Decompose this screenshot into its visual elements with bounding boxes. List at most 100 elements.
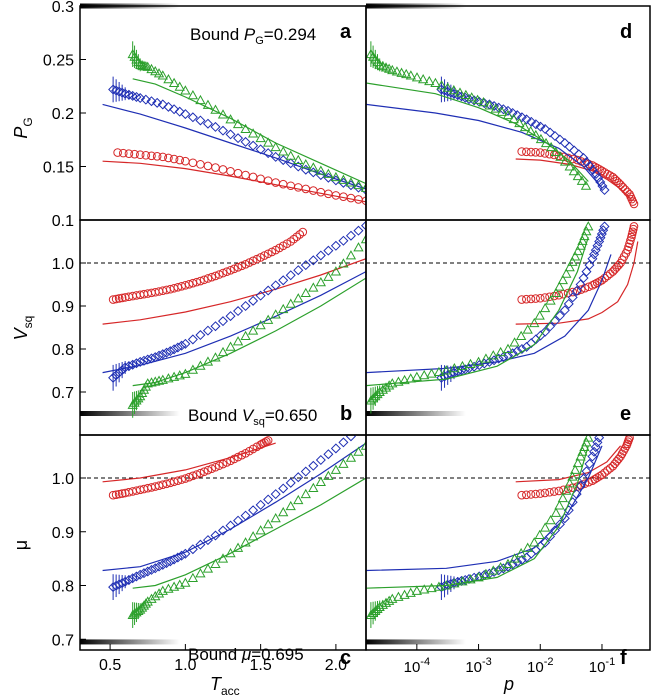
- data-point-diamond-blue: [161, 558, 172, 569]
- data-point-circle-red: [301, 184, 311, 194]
- data-point-triangle-green: [545, 141, 557, 152]
- data-point-circle-red: [580, 479, 590, 488]
- data-point-circle-red: [169, 477, 179, 487]
- data-point-circle-red: [196, 276, 205, 286]
- data-point-diamond-blue: [169, 104, 180, 115]
- data-point-circle-red: [535, 489, 545, 498]
- data-point-triangle-green: [405, 587, 416, 597]
- data-point-diamond-blue: [573, 149, 584, 160]
- data-point-triangle-green: [360, 182, 366, 192]
- data-point-diamond-blue: [564, 141, 575, 152]
- data-point-diamond-blue: [202, 325, 213, 336]
- data-point-diamond-blue: [554, 134, 565, 145]
- data-point-circle-red: [214, 461, 224, 470]
- data-point-circle-red: [218, 268, 228, 278]
- data-point-triangle-green: [142, 61, 153, 71]
- model-line-blue: [102, 271, 366, 374]
- data-point-triangle-green: [540, 137, 552, 148]
- data-point-triangle-green: [210, 558, 221, 568]
- data-point-diamond-blue: [210, 121, 221, 132]
- data-point-diamond-blue: [526, 116, 537, 127]
- data-point-diamond-blue: [584, 160, 595, 171]
- data-point-circle-red: [111, 294, 121, 304]
- data-point-diamond-blue: [255, 144, 266, 155]
- data-point-triangle-green: [478, 96, 489, 107]
- data-point-triangle-green: [448, 84, 459, 95]
- data-point-diamond-blue: [165, 346, 176, 357]
- data-point-triangle-green: [323, 168, 334, 178]
- data-point-triangle-green: [473, 572, 484, 582]
- data-point-triangle-green: [142, 378, 153, 388]
- data-point-circle-red: [226, 167, 235, 176]
- model-line-blue: [102, 442, 366, 572]
- data-point-triangle-green: [480, 353, 492, 363]
- plot-area-a: [102, 41, 366, 206]
- data-point-circle-red: [108, 295, 118, 304]
- data-point-triangle-green: [411, 585, 422, 595]
- data-point-circle-red: [588, 281, 597, 290]
- data-point-triangle-green: [564, 161, 575, 171]
- data-point-triangle-green: [293, 154, 304, 165]
- data-point-diamond-blue: [358, 435, 359, 436]
- data-point-circle-red: [618, 182, 628, 192]
- data-point-triangle-green: [210, 352, 221, 362]
- data-point-triangle-green: [583, 221, 594, 231]
- data-point-triangle-green: [579, 441, 590, 452]
- data-point-triangle-green: [509, 337, 520, 347]
- data-point-triangle-green: [515, 547, 527, 558]
- data-point-triangle-green: [180, 577, 191, 587]
- data-point-triangle-green: [202, 356, 214, 366]
- panel-d: [365, 3, 651, 221]
- data-point-triangle-green: [411, 72, 423, 82]
- data-point-triangle-green: [449, 363, 460, 373]
- data-point-triangle-green: [569, 251, 581, 261]
- data-point-triangle-green: [568, 165, 579, 176]
- data-point-triangle-green: [345, 452, 357, 462]
- data-point-triangle-green: [495, 346, 506, 357]
- data-point-diamond-blue: [345, 435, 356, 442]
- data-point-triangle-green: [426, 368, 437, 378]
- data-point-circle-red: [108, 490, 118, 500]
- data-point-diamond-blue: [575, 279, 586, 290]
- data-point-triangle-green: [293, 494, 304, 505]
- data-point-triangle-green: [202, 563, 214, 573]
- data-point-diamond-blue: [559, 305, 570, 316]
- data-point-triangle-green: [488, 565, 499, 575]
- data-point-circle-red: [597, 275, 607, 285]
- data-point-diamond-blue: [240, 300, 251, 312]
- data-point-diamond-blue: [135, 93, 146, 104]
- panel-label-b: b: [340, 403, 352, 425]
- data-point-triangle-green: [561, 268, 572, 278]
- data-point-diamond-blue: [176, 550, 187, 561]
- data-point-circle-red: [211, 462, 220, 472]
- data-point-triangle-green: [300, 287, 311, 298]
- data-point-diamond-blue: [330, 240, 341, 251]
- model-line-blue: [366, 103, 603, 189]
- data-point-triangle-green: [240, 123, 251, 133]
- data-point-triangle-green: [240, 537, 251, 547]
- data-point-diamond-blue: [169, 554, 180, 565]
- data-point-triangle-green: [285, 500, 296, 511]
- data-point-diamond-blue: [163, 101, 174, 112]
- data-point-triangle-green: [396, 67, 407, 77]
- data-point-triangle-green: [308, 482, 319, 493]
- data-point-triangle-green: [232, 118, 244, 129]
- data-point-circle-red: [218, 165, 228, 174]
- model-line-red: [102, 160, 366, 203]
- bound-bar-c: [80, 639, 180, 645]
- data-point-circle-red: [181, 474, 190, 483]
- data-point-circle-red: [263, 436, 273, 445]
- model-line-blue: [366, 254, 612, 374]
- data-point-diamond-blue: [157, 349, 168, 360]
- data-point-diamond-blue: [123, 574, 134, 585]
- data-point-triangle-green: [150, 590, 161, 601]
- data-point-diamond-blue: [172, 552, 183, 563]
- data-point-diamond-blue: [549, 525, 560, 536]
- data-point-diamond-blue: [146, 564, 157, 575]
- data-point-circle-red: [184, 279, 194, 289]
- data-point-triangle-green: [285, 150, 296, 160]
- data-point-circle-red: [535, 148, 545, 157]
- y-tick-label: 0.9: [52, 299, 74, 316]
- data-point-diamond-blue: [338, 235, 349, 246]
- data-point-triangle-green: [163, 73, 174, 84]
